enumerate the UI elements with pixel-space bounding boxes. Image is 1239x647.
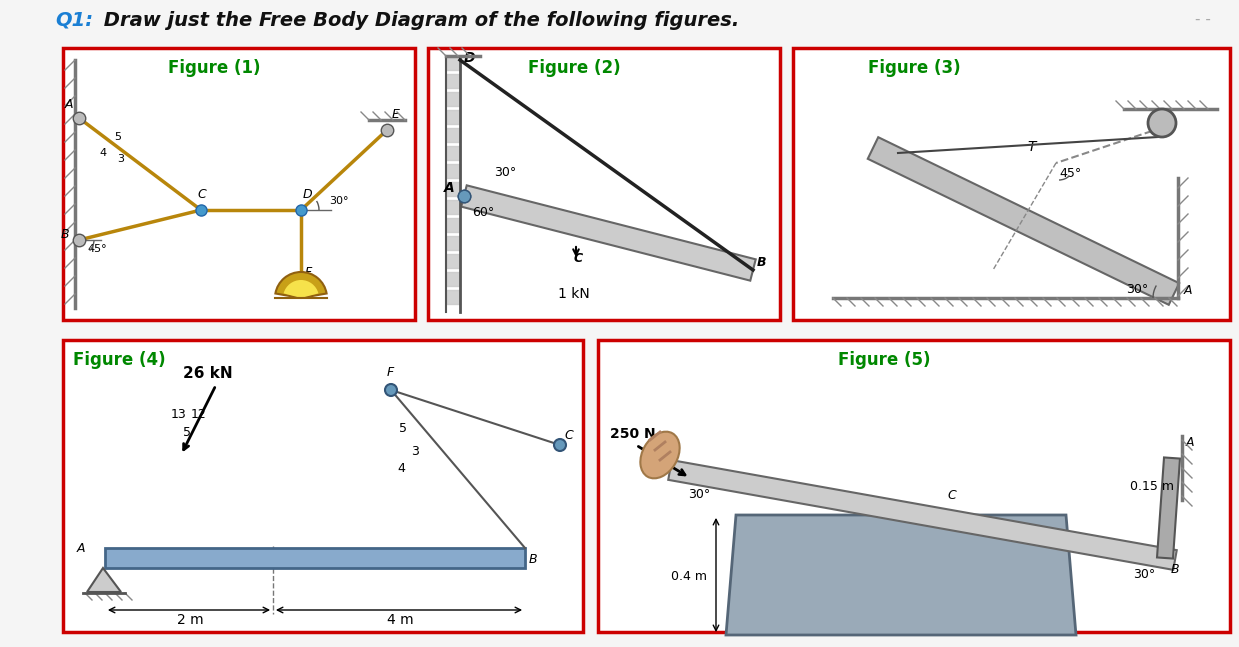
Text: C: C <box>574 252 584 265</box>
Text: 45°: 45° <box>87 244 107 254</box>
Text: B: B <box>757 256 767 269</box>
Text: 30°: 30° <box>494 166 517 179</box>
Text: Figure (2): Figure (2) <box>528 59 621 77</box>
Text: 0.15 m: 0.15 m <box>1130 480 1175 493</box>
Polygon shape <box>726 515 1075 635</box>
Ellipse shape <box>641 432 680 478</box>
Polygon shape <box>867 137 1180 305</box>
Circle shape <box>554 439 566 451</box>
Text: 1 kN: 1 kN <box>558 287 590 301</box>
Polygon shape <box>461 185 756 281</box>
Text: 4: 4 <box>99 148 107 158</box>
Bar <box>63 48 415 320</box>
Text: 250 N: 250 N <box>610 427 655 441</box>
Text: 0.4 m: 0.4 m <box>672 570 707 583</box>
Circle shape <box>1149 109 1176 137</box>
Text: B: B <box>1171 563 1180 576</box>
Polygon shape <box>1157 457 1180 558</box>
Text: Figure (4): Figure (4) <box>73 351 166 369</box>
Text: A: A <box>64 98 73 111</box>
Text: Figure (1): Figure (1) <box>169 59 260 77</box>
Text: 5: 5 <box>183 426 191 439</box>
Text: 30°: 30° <box>1126 283 1149 296</box>
Wedge shape <box>275 272 327 298</box>
Bar <box>598 340 1230 632</box>
Bar <box>63 340 584 632</box>
Text: 5: 5 <box>399 422 406 435</box>
Text: 13: 13 <box>171 408 187 421</box>
Text: 30°: 30° <box>688 488 710 501</box>
Text: D: D <box>304 188 312 201</box>
Text: 12: 12 <box>191 408 207 421</box>
Bar <box>793 48 1230 320</box>
Polygon shape <box>105 548 525 568</box>
Text: 60°: 60° <box>472 206 494 219</box>
Bar <box>427 48 781 320</box>
Text: 30°: 30° <box>1132 568 1155 581</box>
Text: B: B <box>61 228 69 241</box>
Text: - -: - - <box>1194 12 1211 27</box>
Text: D: D <box>463 51 476 65</box>
Text: 3: 3 <box>411 445 419 458</box>
Text: A: A <box>77 542 85 555</box>
Text: 4: 4 <box>396 462 405 475</box>
Text: F: F <box>387 366 394 379</box>
Text: E: E <box>392 108 400 121</box>
Text: 4 m: 4 m <box>387 613 414 627</box>
Text: A: A <box>444 181 455 195</box>
Text: 26 kN: 26 kN <box>183 366 233 381</box>
Text: T: T <box>1027 140 1036 154</box>
Text: 2 m: 2 m <box>177 613 203 627</box>
Polygon shape <box>87 568 121 592</box>
Text: C: C <box>197 188 206 201</box>
Text: Q1:: Q1: <box>55 11 93 30</box>
Text: 45°: 45° <box>1059 167 1082 180</box>
Text: 3: 3 <box>116 154 124 164</box>
Wedge shape <box>284 280 318 298</box>
Circle shape <box>385 384 396 396</box>
Text: C: C <box>947 489 955 502</box>
Text: C: C <box>564 429 572 442</box>
Text: 5: 5 <box>114 132 121 142</box>
Text: 30°: 30° <box>330 196 348 206</box>
Text: B: B <box>529 553 538 566</box>
Text: Draw just the Free Body Diagram of the following figures.: Draw just the Free Body Diagram of the f… <box>97 11 740 30</box>
Text: F: F <box>305 266 312 279</box>
Text: Figure (3): Figure (3) <box>869 59 960 77</box>
Text: Figure (5): Figure (5) <box>838 351 930 369</box>
Text: A: A <box>1186 436 1194 449</box>
Polygon shape <box>668 460 1177 570</box>
Text: A: A <box>1184 284 1192 297</box>
